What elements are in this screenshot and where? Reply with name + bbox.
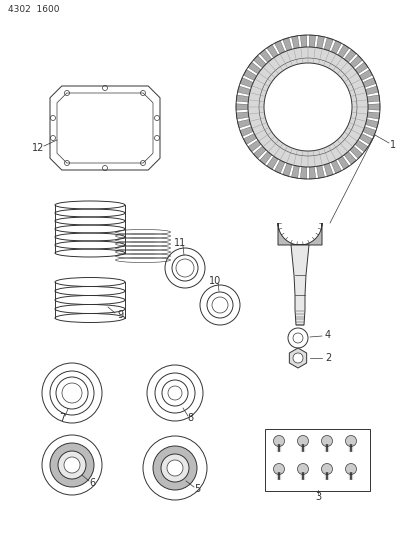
Circle shape <box>264 63 352 151</box>
Polygon shape <box>331 41 341 54</box>
Polygon shape <box>359 70 373 80</box>
Polygon shape <box>267 156 278 169</box>
Polygon shape <box>367 95 380 102</box>
Polygon shape <box>240 78 253 87</box>
Polygon shape <box>317 165 325 178</box>
Polygon shape <box>291 245 309 325</box>
Circle shape <box>176 259 194 277</box>
Circle shape <box>167 460 183 476</box>
Polygon shape <box>236 112 249 119</box>
Polygon shape <box>350 146 363 158</box>
Polygon shape <box>338 45 349 58</box>
Circle shape <box>58 451 86 479</box>
Circle shape <box>161 454 189 482</box>
Text: 5: 5 <box>194 484 200 494</box>
Text: 2: 2 <box>325 353 331 363</box>
Polygon shape <box>344 151 356 165</box>
Polygon shape <box>236 95 249 102</box>
Text: 4: 4 <box>325 330 331 340</box>
Polygon shape <box>331 160 341 173</box>
Text: 1: 1 <box>390 140 396 150</box>
Polygon shape <box>344 50 356 62</box>
Polygon shape <box>363 78 376 87</box>
Polygon shape <box>350 55 363 68</box>
Text: 10: 10 <box>209 276 221 286</box>
Polygon shape <box>309 167 316 179</box>
Circle shape <box>273 435 284 447</box>
Circle shape <box>212 297 228 313</box>
Polygon shape <box>248 47 368 167</box>
Polygon shape <box>291 165 299 178</box>
Circle shape <box>273 464 284 474</box>
Text: 3: 3 <box>315 492 321 502</box>
Polygon shape <box>283 38 292 51</box>
Polygon shape <box>240 127 253 136</box>
Text: 7: 7 <box>59 413 65 423</box>
Polygon shape <box>355 62 368 74</box>
Polygon shape <box>253 55 266 68</box>
Polygon shape <box>366 86 379 95</box>
Polygon shape <box>363 127 376 136</box>
Polygon shape <box>367 112 380 119</box>
Polygon shape <box>324 38 333 51</box>
Circle shape <box>168 386 182 400</box>
Circle shape <box>293 333 303 343</box>
Polygon shape <box>289 348 307 368</box>
Polygon shape <box>237 119 251 128</box>
Text: 11: 11 <box>174 238 186 248</box>
Polygon shape <box>359 134 373 144</box>
Polygon shape <box>260 50 272 62</box>
Circle shape <box>62 383 82 403</box>
Circle shape <box>346 464 357 474</box>
Polygon shape <box>317 36 325 49</box>
Circle shape <box>297 435 308 447</box>
Polygon shape <box>236 104 248 110</box>
Circle shape <box>322 464 333 474</box>
Text: 9: 9 <box>117 310 123 320</box>
Polygon shape <box>244 134 257 144</box>
Bar <box>265 429 370 491</box>
Polygon shape <box>368 104 380 110</box>
Text: 6: 6 <box>89 478 95 488</box>
Polygon shape <box>260 151 272 165</box>
Polygon shape <box>248 62 261 74</box>
Circle shape <box>322 435 333 447</box>
Polygon shape <box>267 45 278 58</box>
Text: 8: 8 <box>187 413 193 423</box>
Text: 12: 12 <box>32 143 44 153</box>
Polygon shape <box>324 163 333 176</box>
Polygon shape <box>253 146 266 158</box>
Circle shape <box>293 353 303 363</box>
Polygon shape <box>300 35 307 47</box>
Circle shape <box>346 435 357 447</box>
Polygon shape <box>366 119 379 128</box>
Polygon shape <box>275 41 285 54</box>
Circle shape <box>297 464 308 474</box>
Circle shape <box>50 443 94 487</box>
Polygon shape <box>309 35 316 47</box>
Polygon shape <box>237 86 251 95</box>
Polygon shape <box>278 223 322 245</box>
Polygon shape <box>248 140 261 152</box>
Polygon shape <box>291 36 299 49</box>
Polygon shape <box>300 167 307 179</box>
Text: 4302  1600: 4302 1600 <box>8 5 60 14</box>
Circle shape <box>153 446 197 490</box>
Polygon shape <box>355 140 368 152</box>
Polygon shape <box>244 70 257 80</box>
Polygon shape <box>275 160 285 173</box>
Polygon shape <box>338 156 349 169</box>
Circle shape <box>64 457 80 473</box>
Polygon shape <box>283 163 292 176</box>
